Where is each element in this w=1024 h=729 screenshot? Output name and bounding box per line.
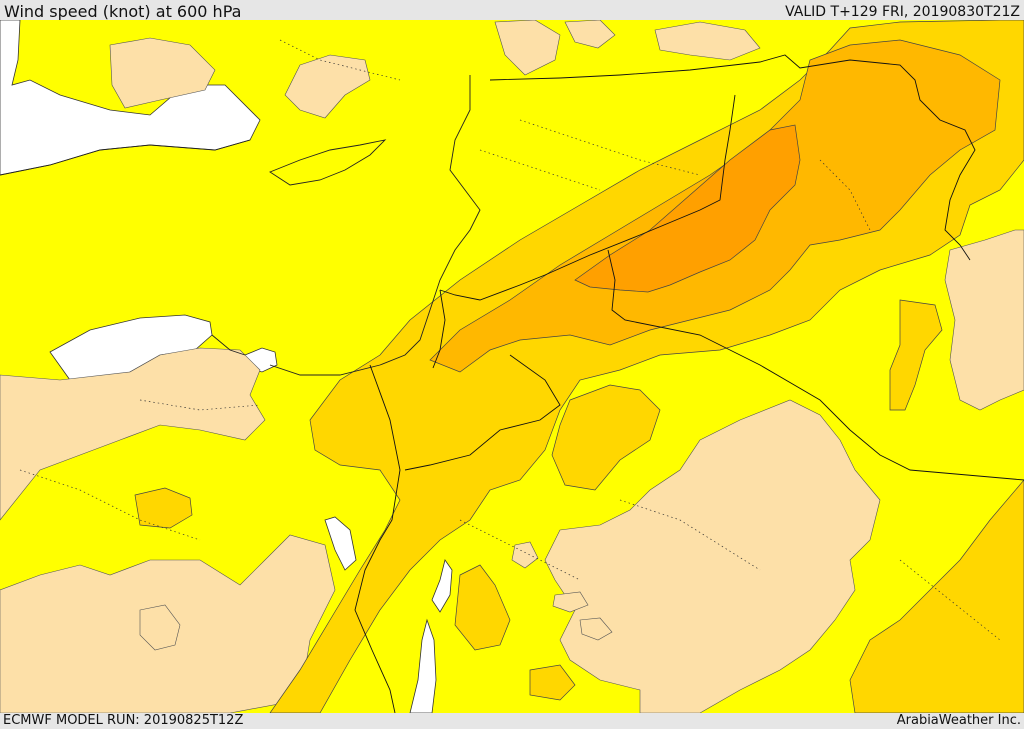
band-lowest-small-2 xyxy=(511,541,539,569)
band-mid-south-2 xyxy=(551,384,661,491)
sea-gulf-suez xyxy=(324,516,357,571)
band-lowest-3 xyxy=(494,20,561,76)
band-lowest-2 xyxy=(284,54,371,119)
sea-gulf-aqaba xyxy=(431,559,453,613)
band-lowest-1 xyxy=(109,37,216,109)
band-lowest-arabia-north xyxy=(544,399,881,713)
band-lowest-5 xyxy=(654,21,761,61)
band-lowest-small-3 xyxy=(552,591,589,613)
footer-bar: ECMWF MODEL RUN: 20190825T12Z ArabiaWeat… xyxy=(0,713,1024,729)
band-lowest-small-4 xyxy=(579,617,613,641)
band-mid-west-blob xyxy=(134,487,193,529)
map-title: Wind speed (knot) at 600 hPa xyxy=(4,2,242,21)
band-highest xyxy=(574,124,801,293)
borders xyxy=(354,54,1024,713)
wind-speed-map xyxy=(0,20,1024,713)
provider-credit: ArabiaWeather Inc. xyxy=(896,713,1021,728)
dotted-admin-lines xyxy=(19,39,1001,641)
band-mid-southeast xyxy=(849,479,1024,713)
band-mid-east xyxy=(889,299,943,411)
band-lowest-east xyxy=(944,229,1024,411)
band-mid-nile xyxy=(529,664,576,701)
model-run: ECMWF MODEL RUN: 20190825T12Z xyxy=(3,713,244,728)
band-lowest-4 xyxy=(564,20,616,49)
sea-red-sea xyxy=(409,618,437,713)
band-mid-south-1 xyxy=(454,564,511,651)
valid-time: VALID T+129 FRI, 20190830T21Z xyxy=(785,4,1020,20)
band-lowest-small-1 xyxy=(139,604,181,651)
coastlines xyxy=(0,75,481,376)
header-bar: Wind speed (knot) at 600 hPa VALID T+129… xyxy=(0,0,1024,21)
band-lowest-sinai-west xyxy=(0,347,266,521)
